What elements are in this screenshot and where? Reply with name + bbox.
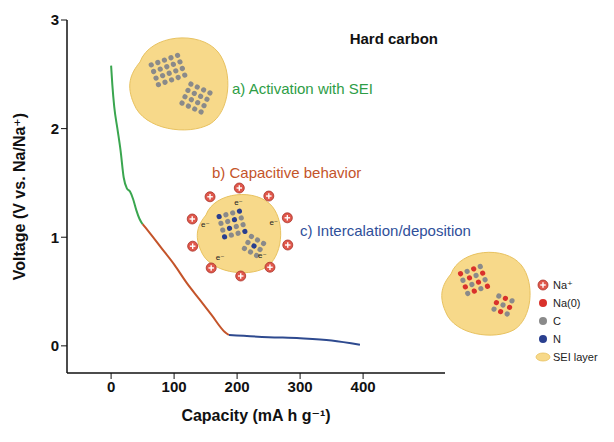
svg-text:1: 1 xyxy=(51,229,59,246)
svg-text:e⁻: e⁻ xyxy=(201,220,210,229)
svg-text:200: 200 xyxy=(225,378,250,395)
svg-text:300: 300 xyxy=(288,378,313,395)
svg-text:C: C xyxy=(553,315,561,327)
svg-text:100: 100 xyxy=(162,378,187,395)
svg-text:N: N xyxy=(553,333,561,345)
svg-text:400: 400 xyxy=(351,378,376,395)
svg-text:Na(0): Na(0) xyxy=(553,297,581,309)
svg-text:e⁻: e⁻ xyxy=(258,251,267,260)
svg-text:Na⁺: Na⁺ xyxy=(553,279,573,291)
svg-text:0: 0 xyxy=(51,337,59,354)
svg-text:Capacity (mA h g⁻¹): Capacity (mA h g⁻¹) xyxy=(181,407,330,424)
svg-text:Voltage (V vs. Na/Na⁺): Voltage (V vs. Na/Na⁺) xyxy=(11,113,28,280)
svg-text:e⁻: e⁻ xyxy=(269,218,278,227)
svg-text:0: 0 xyxy=(107,378,115,395)
svg-text:a) Activation with SEI: a) Activation with SEI xyxy=(232,80,373,97)
svg-text:Hard carbon: Hard carbon xyxy=(350,30,438,47)
svg-text:SEI layer: SEI layer xyxy=(553,351,598,363)
svg-text:b) Capacitive behavior: b) Capacitive behavior xyxy=(212,164,361,181)
svg-text:3: 3 xyxy=(51,11,59,28)
svg-text:e⁻: e⁻ xyxy=(234,198,243,207)
svg-text:2: 2 xyxy=(51,120,59,137)
svg-text:c) Intercalation/deposition: c) Intercalation/deposition xyxy=(300,222,471,239)
svg-text:e⁻: e⁻ xyxy=(216,253,225,262)
